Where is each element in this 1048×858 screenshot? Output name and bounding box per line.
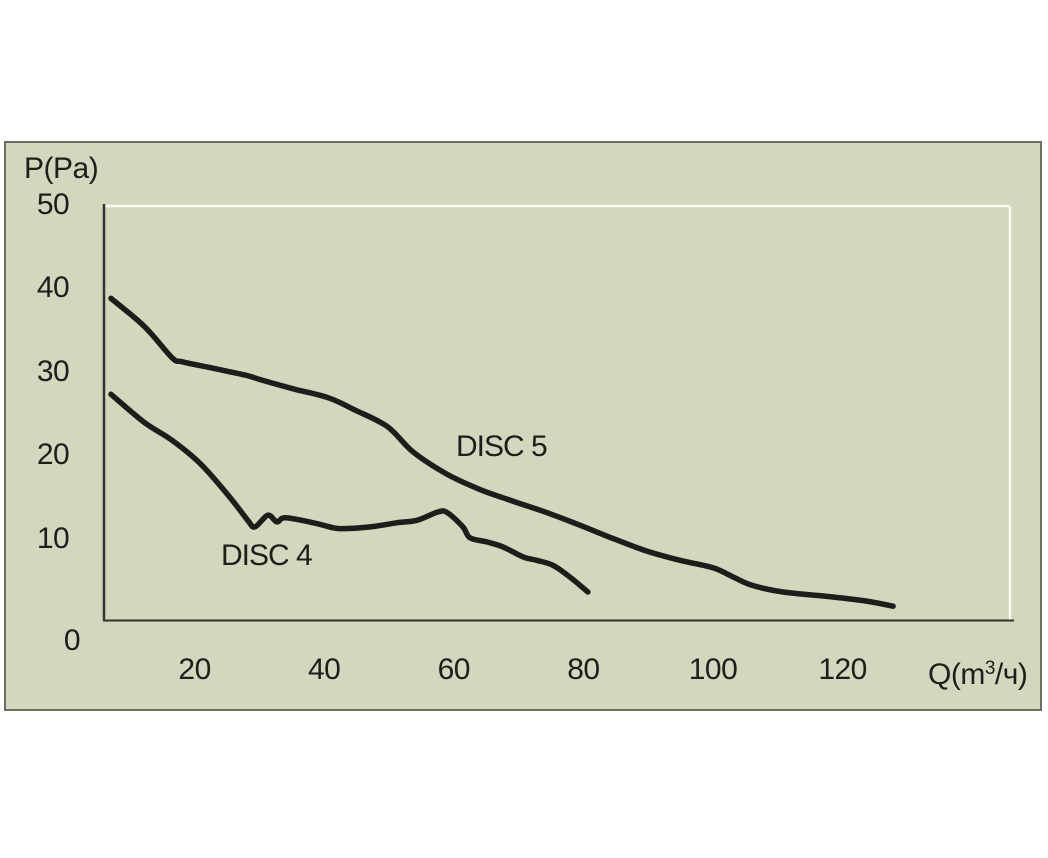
chart-panel <box>4 141 1042 711</box>
x-axis-tick-label: 80 <box>567 653 600 686</box>
x-axis-tick-label: 100 <box>688 653 738 686</box>
x-axis-tick-label: 20 <box>178 653 211 686</box>
x-axis-title: Q(m3/ч) <box>928 650 1028 694</box>
x-axis-tick-label: 40 <box>308 653 341 686</box>
x-axis-tick-label: 60 <box>437 653 471 686</box>
x-axis-title-superscript: 3 <box>984 658 996 679</box>
y-axis-tick-label: 30 <box>36 354 70 388</box>
series-label-disc4: DISC 4 <box>221 539 313 572</box>
y-axis-title: P(Pa) <box>24 152 99 185</box>
x-axis-tick-label: 120 <box>818 653 867 686</box>
curve-disc-5 <box>108 295 896 609</box>
curve-disc-4 <box>108 391 591 595</box>
y-axis-tick-label: 0 <box>63 624 81 657</box>
series-label-disc5: DISC 5 <box>456 430 548 463</box>
x-axis-title-prefix: Q(m <box>928 658 985 691</box>
y-axis-tick-label: 10 <box>36 521 70 555</box>
y-axis-tick-label: 40 <box>36 271 70 305</box>
y-axis-tick-label: 20 <box>36 438 70 472</box>
x-axis-title-suffix: /ч) <box>994 658 1028 691</box>
y-axis-tick-label: 50 <box>36 188 70 221</box>
